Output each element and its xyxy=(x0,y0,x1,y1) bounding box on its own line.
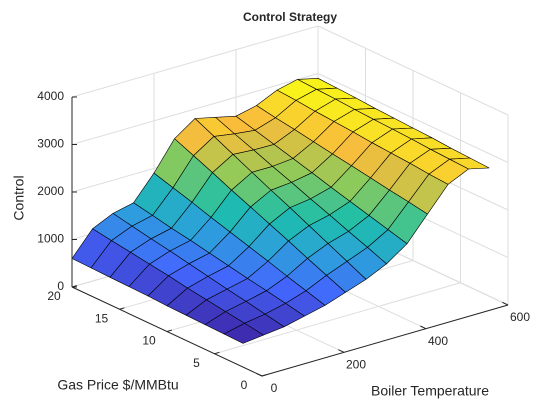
z-tick-label: 2000 xyxy=(37,184,64,198)
x-tick-label: 600 xyxy=(510,310,530,324)
z-tick-label: 0 xyxy=(57,279,64,293)
y-tick-label: 15 xyxy=(95,311,109,325)
y-tick-label: 10 xyxy=(142,334,156,348)
surface-patch xyxy=(223,322,264,344)
z-tick-label: 4000 xyxy=(37,89,64,103)
z-tick-label: 3000 xyxy=(37,137,64,151)
chart-title: Control Strategy xyxy=(243,10,337,24)
x-tick-label: 200 xyxy=(346,358,366,372)
x-tick-label: 400 xyxy=(428,334,448,348)
labels: 0 1000 2000 3000 4000 0 200 400 600 0 5 10 15 20 xyxy=(37,89,530,395)
z-axis-label: Control xyxy=(11,175,27,220)
y-tick xyxy=(119,307,125,310)
x-tick xyxy=(338,349,345,353)
y-tick xyxy=(214,351,220,355)
x-tick-label: 0 xyxy=(271,381,278,395)
y-grid-line xyxy=(214,282,461,355)
y-tick-label: 5 xyxy=(193,356,200,370)
x-axis-label: Boiler Temperature xyxy=(371,383,489,399)
y-axis-label: Gas Price $/MMBtu xyxy=(57,377,178,393)
y-tick-label: 0 xyxy=(241,378,248,392)
z-grid-line xyxy=(71,25,319,98)
x-tick xyxy=(420,325,427,330)
x-tick xyxy=(502,301,509,306)
x-axis-line xyxy=(261,304,509,377)
y-tick-label: 20 xyxy=(47,289,61,303)
surface xyxy=(71,78,490,344)
y-tick xyxy=(166,329,173,332)
y-axis-line xyxy=(71,286,263,377)
z-grid-line xyxy=(71,73,319,145)
z-tick-label: 1000 xyxy=(37,232,64,246)
y-tick xyxy=(71,285,78,288)
